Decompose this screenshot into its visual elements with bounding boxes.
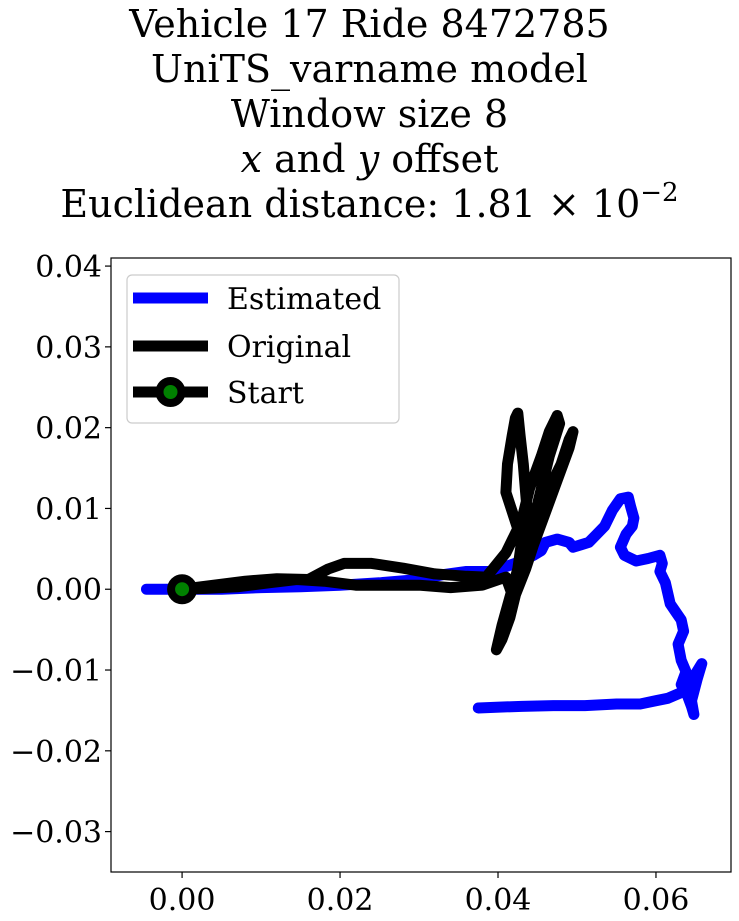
legend-box <box>126 274 400 424</box>
legend-label-estimated: Estimated <box>227 282 381 317</box>
title-line-3: Window size 8 <box>230 92 509 136</box>
series-layer <box>141 407 708 720</box>
title-distance-exponent: −2 <box>640 178 679 208</box>
series-original-line <box>176 407 579 656</box>
title-distance-times: × 10 <box>535 182 641 226</box>
y-tick-label: −0.01 <box>10 654 102 689</box>
title-line-1: Vehicle 17 Ride 8472785 <box>129 2 610 46</box>
y-tick-label: 0.00 <box>35 573 102 608</box>
title-line-4: x and y offset <box>0 137 739 182</box>
legend-label-start: Start <box>227 376 304 411</box>
legend: Estimated Original Start <box>126 274 400 424</box>
title-distance-mantissa: 1.81 <box>451 182 536 226</box>
title-line-2: UniTS_varname model <box>151 47 588 91</box>
x-tick-label: 0.00 <box>149 883 216 918</box>
legend-start-marker <box>155 377 186 407</box>
chart-title: Vehicle 17 Ride 8472785 UniTS_varname mo… <box>0 2 739 227</box>
ticks-layer: 0.00 0.02 0.04 0.06 0.04 0.03 0.02 0.01 0.00 −0.0… <box>10 250 689 918</box>
y-tick-label: −0.03 <box>10 816 102 851</box>
title-offset-word: offset <box>379 137 499 181</box>
y-tick-label: 0.01 <box>35 492 102 527</box>
y-tick-label: 0.04 <box>35 250 102 285</box>
title-x-var: x <box>240 137 263 181</box>
legend-label-original: Original <box>227 330 351 365</box>
title-line-5: Euclidean distance: 1.81 × 10−2 <box>0 180 739 227</box>
title-distance-prefix: Euclidean distance: <box>60 182 452 226</box>
axes-frame <box>110 257 732 873</box>
start-marker <box>167 574 198 605</box>
y-tick-label: 0.02 <box>35 412 102 447</box>
x-tick-label: 0.06 <box>623 883 690 918</box>
series-estimated-line <box>141 491 708 720</box>
x-tick-label: 0.02 <box>307 883 374 918</box>
y-tick-label: −0.02 <box>10 735 102 770</box>
title-y-var: y <box>357 137 380 181</box>
x-tick-label: 0.04 <box>465 883 532 918</box>
y-tick-label: 0.03 <box>35 331 102 366</box>
title-and: and <box>262 137 358 181</box>
